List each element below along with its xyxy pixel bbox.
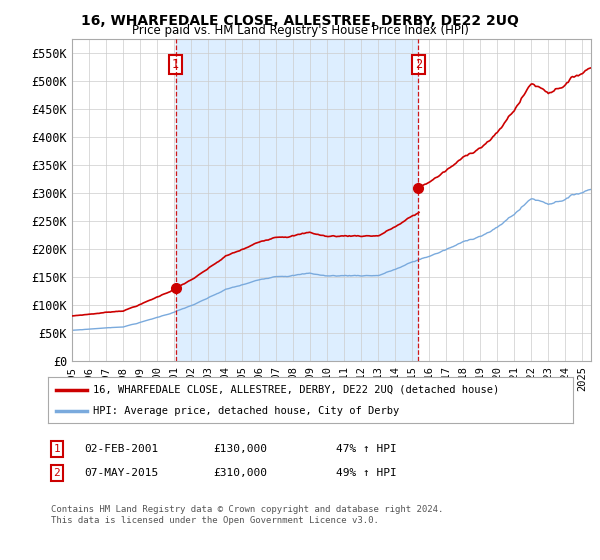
Text: 47% ↑ HPI: 47% ↑ HPI	[336, 444, 397, 454]
Text: 1: 1	[53, 444, 61, 454]
Text: 2: 2	[415, 58, 422, 71]
Text: HPI: Average price, detached house, City of Derby: HPI: Average price, detached house, City…	[92, 407, 399, 416]
Text: 07-MAY-2015: 07-MAY-2015	[84, 468, 158, 478]
Text: 49% ↑ HPI: 49% ↑ HPI	[336, 468, 397, 478]
Text: 16, WHARFEDALE CLOSE, ALLESTREE, DERBY, DE22 2UQ (detached house): 16, WHARFEDALE CLOSE, ALLESTREE, DERBY, …	[92, 385, 499, 395]
Text: £130,000: £130,000	[213, 444, 267, 454]
Text: 16, WHARFEDALE CLOSE, ALLESTREE, DERBY, DE22 2UQ: 16, WHARFEDALE CLOSE, ALLESTREE, DERBY, …	[81, 14, 519, 28]
Text: Contains HM Land Registry data © Crown copyright and database right 2024.
This d: Contains HM Land Registry data © Crown c…	[51, 505, 443, 525]
Text: 2: 2	[53, 468, 61, 478]
Text: 1: 1	[172, 58, 179, 71]
Text: £310,000: £310,000	[213, 468, 267, 478]
Text: 02-FEB-2001: 02-FEB-2001	[84, 444, 158, 454]
Text: Price paid vs. HM Land Registry's House Price Index (HPI): Price paid vs. HM Land Registry's House …	[131, 24, 469, 36]
Bar	[176, 39, 418, 361]
